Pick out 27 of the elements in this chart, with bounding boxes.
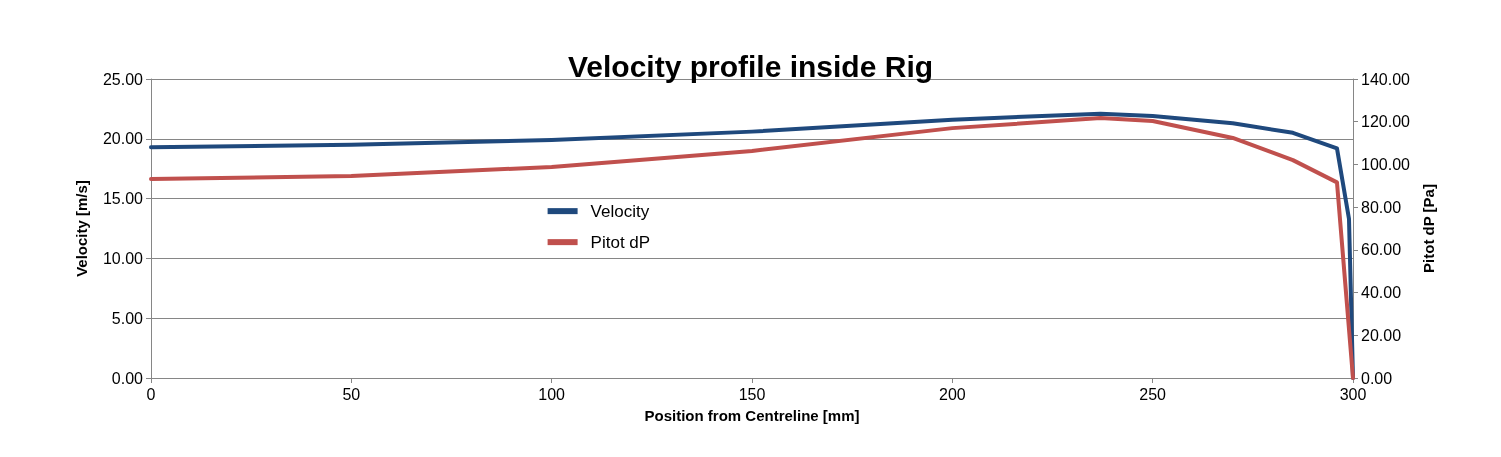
y-tick-label: 0.00 (111, 369, 144, 387)
x-tick-label: 0 (146, 385, 156, 403)
y2-tick-label: 140.00 (1361, 70, 1411, 88)
x-tick-label: 300 (1339, 385, 1367, 403)
y2-tick-label: 80.00 (1361, 198, 1402, 216)
x-axis-title: Position from Centreline [mm] (644, 407, 860, 424)
y2-tick-label: 0.00 (1361, 369, 1393, 387)
x-tick-label: 200 (938, 385, 966, 403)
chart-title: Velocity profile inside Rig (567, 49, 934, 83)
x-tick-label: 100 (538, 385, 566, 403)
x-tick-label: 250 (1139, 385, 1167, 403)
x-tick-label: 50 (342, 385, 361, 403)
y-tick-label: 20.00 (102, 130, 144, 148)
x-tick-label: 150 (738, 385, 766, 403)
y-tick-label: 15.00 (102, 190, 144, 208)
y-axis-title: Velocity [m/s] (73, 180, 90, 277)
legend-label: Velocity (590, 201, 650, 221)
y2-tick-label: 60.00 (1361, 241, 1402, 259)
y2-tick-label: 120.00 (1361, 113, 1411, 131)
y2-axis-title: Pitot dP [Pa] (1419, 184, 1437, 273)
y-tick-label: 5.00 (111, 309, 144, 327)
legend-label: Pitot dP (590, 232, 651, 252)
y2-tick-label: 100.00 (1361, 155, 1411, 173)
y-tick-label: 25.00 (102, 70, 144, 88)
y2-tick-label: 40.00 (1361, 284, 1402, 302)
y2-tick-label: 20.00 (1361, 326, 1402, 344)
y-tick-label: 10.00 (102, 249, 144, 267)
